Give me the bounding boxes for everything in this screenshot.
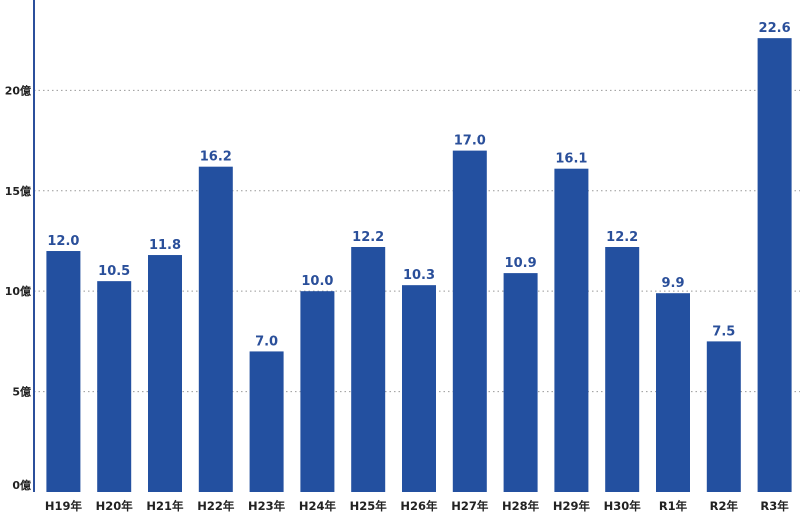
bars: [46, 38, 792, 493]
data-label: 10.9: [505, 256, 537, 271]
bar-11: [605, 247, 640, 492]
data-label: 11.8: [149, 238, 181, 253]
y-tick-label: 20億: [5, 83, 31, 97]
bar-2: [148, 255, 182, 492]
bar-9: [503, 273, 538, 492]
x-tick-label: R2年: [710, 499, 739, 513]
bar-12: [656, 293, 690, 492]
data-label: 7.0: [255, 334, 278, 349]
bar-0: [46, 251, 81, 492]
data-label: 10.3: [403, 268, 435, 283]
x-tick-label: H26年: [400, 499, 438, 513]
x-tick-label: H29年: [553, 499, 591, 513]
x-tick-label: H28年: [502, 499, 540, 513]
bar-7: [402, 285, 436, 492]
data-label: 12.2: [606, 230, 638, 245]
x-tick-label: H20年: [96, 499, 134, 513]
y-tick-label: 0億: [12, 478, 31, 492]
data-label: 22.6: [759, 21, 791, 36]
bar-8: [452, 150, 487, 492]
x-tick-label: R1年: [659, 499, 688, 513]
x-tick-label: H19年: [45, 499, 83, 513]
bar-10: [554, 168, 589, 492]
data-label: 9.9: [661, 276, 684, 291]
data-label: 12.2: [352, 230, 384, 245]
bar-6: [351, 247, 386, 492]
bar-1: [97, 281, 132, 492]
bar-14: [757, 38, 792, 493]
data-label: 10.0: [301, 274, 333, 289]
bar-4: [249, 351, 284, 492]
y-tick-label: 15億: [5, 184, 31, 198]
x-axis-tick-labels: H19年 H20年 H21年 H22年 H23年 H24年 H25年 H26年 H27年 H28年…: [45, 499, 789, 513]
bar-3: [198, 166, 233, 492]
bar-13: [706, 341, 741, 492]
x-tick-label: H24年: [299, 499, 337, 513]
data-label: 7.5: [712, 324, 735, 339]
y-tick-label: 5億: [12, 385, 31, 399]
data-label: 12.0: [47, 234, 79, 249]
bar-5: [300, 291, 335, 492]
x-tick-label: H21年: [146, 499, 184, 513]
x-tick-label: H23年: [248, 499, 286, 513]
x-tick-label: H22年: [197, 499, 235, 513]
y-tick-label: 10億: [5, 284, 31, 298]
x-tick-label: H25年: [350, 499, 388, 513]
x-tick-label: H27年: [451, 499, 489, 513]
data-label: 17.0: [454, 134, 486, 149]
data-labels: 12.0 10.5 11.8 16.2 7.0 10.0 12.2 10.3 17.0 10.9 1…: [47, 21, 790, 349]
data-label: 16.2: [200, 150, 232, 165]
x-tick-label: H30年: [604, 499, 642, 513]
x-tick-label: R3年: [760, 499, 789, 513]
data-label: 16.1: [555, 152, 587, 167]
y-axis-tick-labels: 0億 5億 10億 15億 20億: [5, 83, 31, 492]
data-label: 10.5: [98, 264, 130, 279]
